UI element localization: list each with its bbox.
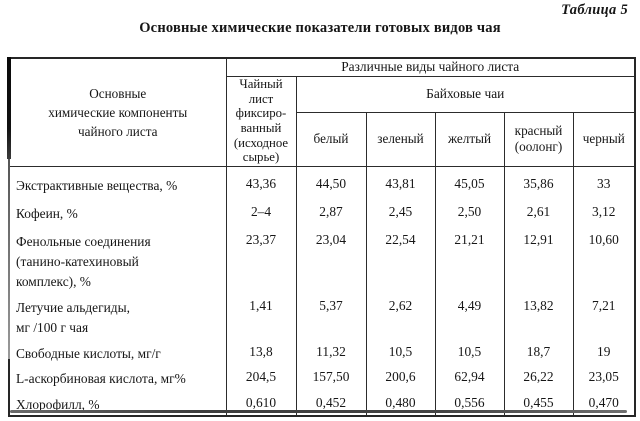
row-label: Кофеин, % (8, 195, 227, 224)
value-cell: 2–4 (225, 195, 297, 224)
table-row: Свободные кислоты, мг/г 13,8 11,32 10,5 … (8, 337, 636, 364)
value-cell: 21,21 (434, 223, 505, 292)
value-cell: 10,5 (434, 337, 505, 364)
header-row-group: Чайный лист фиксиро- ванный (исходное сы… (9, 75, 636, 167)
value-cell: 5,37 (295, 291, 367, 338)
value-cell: 45,05 (434, 166, 505, 196)
page-title: Основные химические показатели готовых в… (139, 20, 501, 36)
value-cell: 4,49 (434, 291, 505, 338)
group-header-cell: Байховые чаи (295, 75, 636, 113)
value-cell: 157,50 (295, 363, 367, 389)
table-row: Летучие альдегиды, мг /100 г чая 1,41 5,… (8, 291, 636, 338)
value-cell: 43,81 (365, 166, 436, 196)
top-header-cell: Различные виды чайного листа (225, 57, 636, 77)
fixed-leaf-header-cell: Чайный лист фиксиро- ванный (исходное сы… (225, 75, 297, 167)
value-cell: 2,45 (365, 195, 436, 224)
value-cell: 10,60 (572, 223, 636, 292)
value-cell: 26,22 (503, 363, 574, 389)
value-cell: 13,82 (503, 291, 574, 338)
value-cell: 23,37 (225, 223, 297, 292)
scan-artifact-left-bar-faint (8, 159, 10, 359)
header-row-top: Основные химические компоненты чайного л… (8, 57, 636, 167)
value-cell: 22,54 (365, 223, 436, 292)
row-label: Экстрактивные вещества, % (8, 166, 227, 196)
value-cell: 35,86 (503, 166, 574, 196)
header-row-teas: белый зеленый желтый красный (оолонг) че… (9, 111, 636, 167)
value-cell: 2,62 (365, 291, 436, 338)
tea-chemistry-table: Основные химические компоненты чайного л… (8, 57, 636, 417)
table-row: Фенольные соединения (танино-катехиновый… (8, 223, 636, 292)
table-row: L-аскорбиновая кислота, мг% 204,5 157,50… (8, 363, 636, 389)
table-row: Кофеин, % 2–4 2,87 2,45 2,50 2,61 3,12 (8, 195, 636, 224)
value-cell: 44,50 (295, 166, 367, 196)
column-header-green-tea: зеленый (365, 111, 436, 167)
column-header-white-tea: белый (295, 111, 367, 167)
corner-header-cell: Основные химические компоненты чайного л… (8, 57, 227, 167)
value-cell: 7,21 (572, 291, 636, 338)
value-cell: 18,7 (503, 337, 574, 364)
row-label: Фенольные соединения (танино-катехиновый… (8, 223, 227, 292)
table-number-caption: Таблица 5 (561, 2, 628, 18)
value-cell: 2,87 (295, 195, 367, 224)
column-header-black-tea: черный (572, 111, 636, 167)
value-cell: 13,8 (225, 337, 297, 364)
row-label: Летучие альдегиды, мг /100 г чая (8, 291, 227, 338)
value-cell: 43,36 (225, 166, 297, 196)
row-label: Свободные кислоты, мг/г (8, 337, 227, 364)
value-cell: 12,91 (503, 223, 574, 292)
value-cell: 200,6 (365, 363, 436, 389)
value-cell: 23,05 (572, 363, 636, 389)
scan-artifact-bottom-rule (10, 410, 627, 413)
value-cell: 11,32 (295, 337, 367, 364)
value-cell: 3,12 (572, 195, 636, 224)
column-header-yellow-tea: желтый (434, 111, 505, 167)
value-cell: 23,04 (295, 223, 367, 292)
column-header-red-oolong-tea: красный (оолонг) (503, 111, 574, 167)
value-cell: 62,94 (434, 363, 505, 389)
row-label: L-аскорбиновая кислота, мг% (8, 363, 227, 389)
value-cell: 33 (572, 166, 636, 196)
table-row: Экстрактивные вещества, % 43,36 44,50 43… (8, 166, 636, 196)
value-cell: 2,50 (434, 195, 505, 224)
value-cell: 204,5 (225, 363, 297, 389)
value-cell: 10,5 (365, 337, 436, 364)
scan-artifact-left-bar (7, 57, 11, 159)
value-cell: 19 (572, 337, 636, 364)
value-cell: 1,41 (225, 291, 297, 338)
value-cell: 2,61 (503, 195, 574, 224)
